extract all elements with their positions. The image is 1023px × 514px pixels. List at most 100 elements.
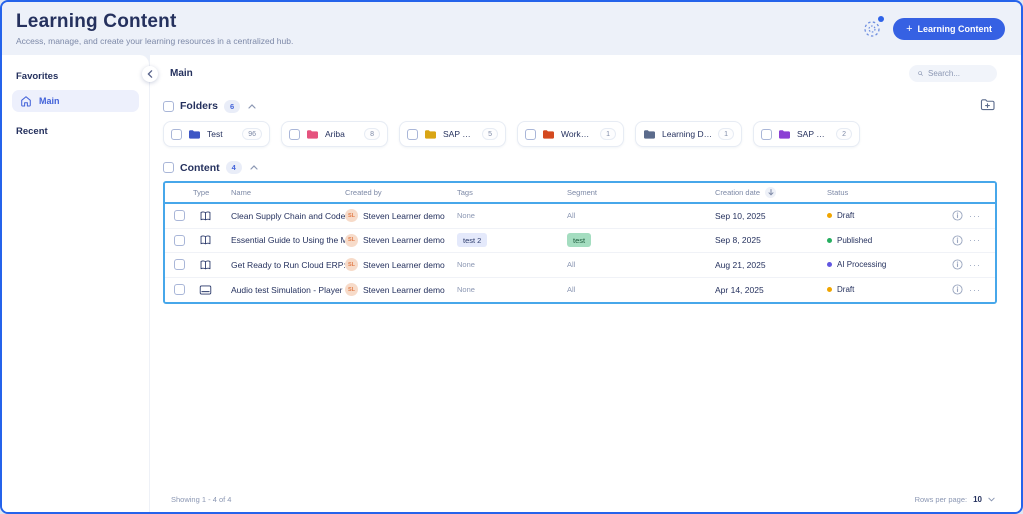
row-checkbox[interactable] [173, 234, 185, 246]
table-row[interactable]: Get Ready to Run Cloud ERP: SAP... SL St… [165, 253, 995, 278]
table-row[interactable]: Clean Supply Chain and Code of ... SL St… [165, 204, 995, 229]
collapse-sidebar-button[interactable] [142, 65, 158, 82]
row-menu-button[interactable]: ··· [969, 210, 981, 221]
column-creation-date[interactable]: Creation date [715, 187, 827, 198]
folder-count-badge: 8 [364, 128, 380, 140]
select-all-folders-checkbox[interactable] [163, 100, 174, 112]
row-checkbox[interactable] [173, 284, 185, 296]
row-checkbox[interactable] [173, 210, 185, 222]
creator-name: Steven Learner demo [363, 259, 445, 270]
info-icon[interactable] [951, 210, 963, 221]
folder-chip[interactable]: Ariba 8 [281, 121, 388, 147]
create-button-label: Learning Content [917, 23, 993, 34]
select-all-content-checkbox[interactable] [163, 162, 174, 173]
folder-icon [425, 129, 436, 139]
info-icon[interactable] [951, 259, 963, 270]
info-icon[interactable] [951, 235, 963, 246]
column-status[interactable]: Status [827, 188, 849, 197]
content-count-badge: 4 [225, 161, 242, 174]
rows-per-page-value[interactable]: 10 [973, 495, 982, 504]
folder-name: WorkDay [561, 129, 595, 139]
folder-icon [644, 129, 655, 139]
pagination-footer: Showing 1 - 4 of 4 Rows per page: 10 [163, 491, 997, 504]
folder-checkbox[interactable] [171, 128, 182, 140]
status-label: Draft [837, 285, 855, 295]
row-menu-button[interactable]: ··· [969, 284, 981, 295]
content-table: Type Name Created by Tags Segment Creati… [163, 181, 997, 304]
collapse-folders-button[interactable] [246, 103, 258, 109]
folder-chip[interactable]: SAP Success Fact... 2 [753, 121, 860, 147]
folder-checkbox[interactable] [407, 128, 418, 140]
folders-section-header: Folders 6 [163, 98, 997, 114]
dashed-circle-icon [864, 20, 880, 37]
content-name[interactable]: Audio test Simulation - Player [231, 284, 343, 295]
page-title: Learning Content [16, 11, 177, 32]
column-tags[interactable]: Tags [457, 188, 473, 197]
notification-dot [878, 15, 885, 22]
creation-date: Sep 10, 2025 [715, 210, 766, 221]
folder-count-badge: 5 [482, 128, 498, 140]
sort-icon[interactable] [765, 187, 777, 198]
column-name[interactable]: Name [231, 188, 252, 197]
folder-icon [189, 129, 200, 139]
row-checkbox[interactable] [173, 259, 185, 271]
tag-value: None [457, 285, 475, 295]
sidebar-item-label: Main [39, 96, 60, 106]
folder-chip[interactable]: SAP Concur 5 [399, 121, 506, 147]
column-created-by[interactable]: Created by [345, 188, 382, 197]
folder-chip-row: Test 96 Ariba 8 SAP Concur 5 WorkDay 1 L… [163, 121, 997, 147]
search-input[interactable] [928, 69, 988, 78]
folder-checkbox[interactable] [289, 128, 300, 140]
creation-date: Aug 21, 2025 [715, 259, 766, 270]
creation-date: Sep 8, 2025 [715, 235, 761, 246]
rows-per-page: Rows per page: 10 [915, 495, 995, 504]
creation-date: Apr 14, 2025 [715, 284, 764, 295]
search-box[interactable] [909, 65, 997, 82]
folder-chip[interactable]: Test 96 [163, 121, 270, 147]
avatar: SL [345, 209, 358, 223]
creator-name: Steven Learner demo [363, 284, 445, 295]
page-subtitle: Access, manage, and create your learning… [16, 36, 294, 46]
folder-checkbox[interactable] [525, 128, 536, 140]
header-titles: Learning Content Access, manage, and cre… [16, 11, 293, 46]
table-header-row: Type Name Created by Tags Segment Creati… [165, 183, 995, 204]
folder-checkbox[interactable] [761, 128, 772, 140]
column-type[interactable]: Type [193, 188, 210, 197]
tag-value: None [457, 211, 475, 221]
create-learning-content-button[interactable]: + Learning Content [893, 17, 1005, 40]
content-name[interactable]: Essential Guide to Using the MED... [231, 235, 345, 246]
collapse-content-button[interactable] [248, 165, 260, 170]
processing-status-icon[interactable] [863, 15, 885, 38]
folder-chip[interactable]: Learning Demo 1 [635, 121, 742, 147]
chevron-left-icon [147, 69, 153, 78]
table-body: Clean Supply Chain and Code of ... SL St… [165, 204, 995, 302]
new-folder-button[interactable] [980, 98, 995, 114]
content-name[interactable]: Get Ready to Run Cloud ERP: SAP... [231, 259, 345, 270]
chevron-down-icon[interactable] [988, 497, 995, 502]
favorites-heading: Favorites [16, 71, 59, 82]
folder-plus-icon [980, 99, 995, 111]
row-menu-button[interactable]: ··· [969, 235, 981, 246]
tag-value: None [457, 260, 475, 270]
folders-count-badge: 6 [223, 99, 241, 113]
media-player-icon [199, 285, 212, 295]
row-menu-button[interactable]: ··· [969, 259, 981, 270]
info-icon[interactable] [951, 284, 963, 295]
header-actions: + Learning Content [863, 15, 1005, 40]
book-icon [200, 260, 211, 270]
folders-section-label: Folders [180, 100, 218, 112]
creator-name: Steven Learner demo [363, 235, 445, 246]
folder-name: Ariba [325, 129, 345, 139]
table-row[interactable]: Audio test Simulation - Player SL Steven… [165, 277, 995, 302]
sidebar-item-main[interactable]: Main [12, 90, 139, 112]
folder-chip[interactable]: WorkDay 1 [517, 121, 624, 147]
column-segment[interactable]: Segment [567, 188, 598, 197]
chevron-up-icon [248, 103, 256, 109]
tag-value: test 2 [457, 233, 488, 248]
content-name[interactable]: Clean Supply Chain and Code of ... [231, 210, 345, 221]
table-row[interactable]: Essential Guide to Using the MED... SL S… [165, 228, 995, 253]
segment-value: All [567, 211, 576, 221]
status-label: Draft [837, 211, 855, 221]
folder-icon [543, 129, 554, 139]
